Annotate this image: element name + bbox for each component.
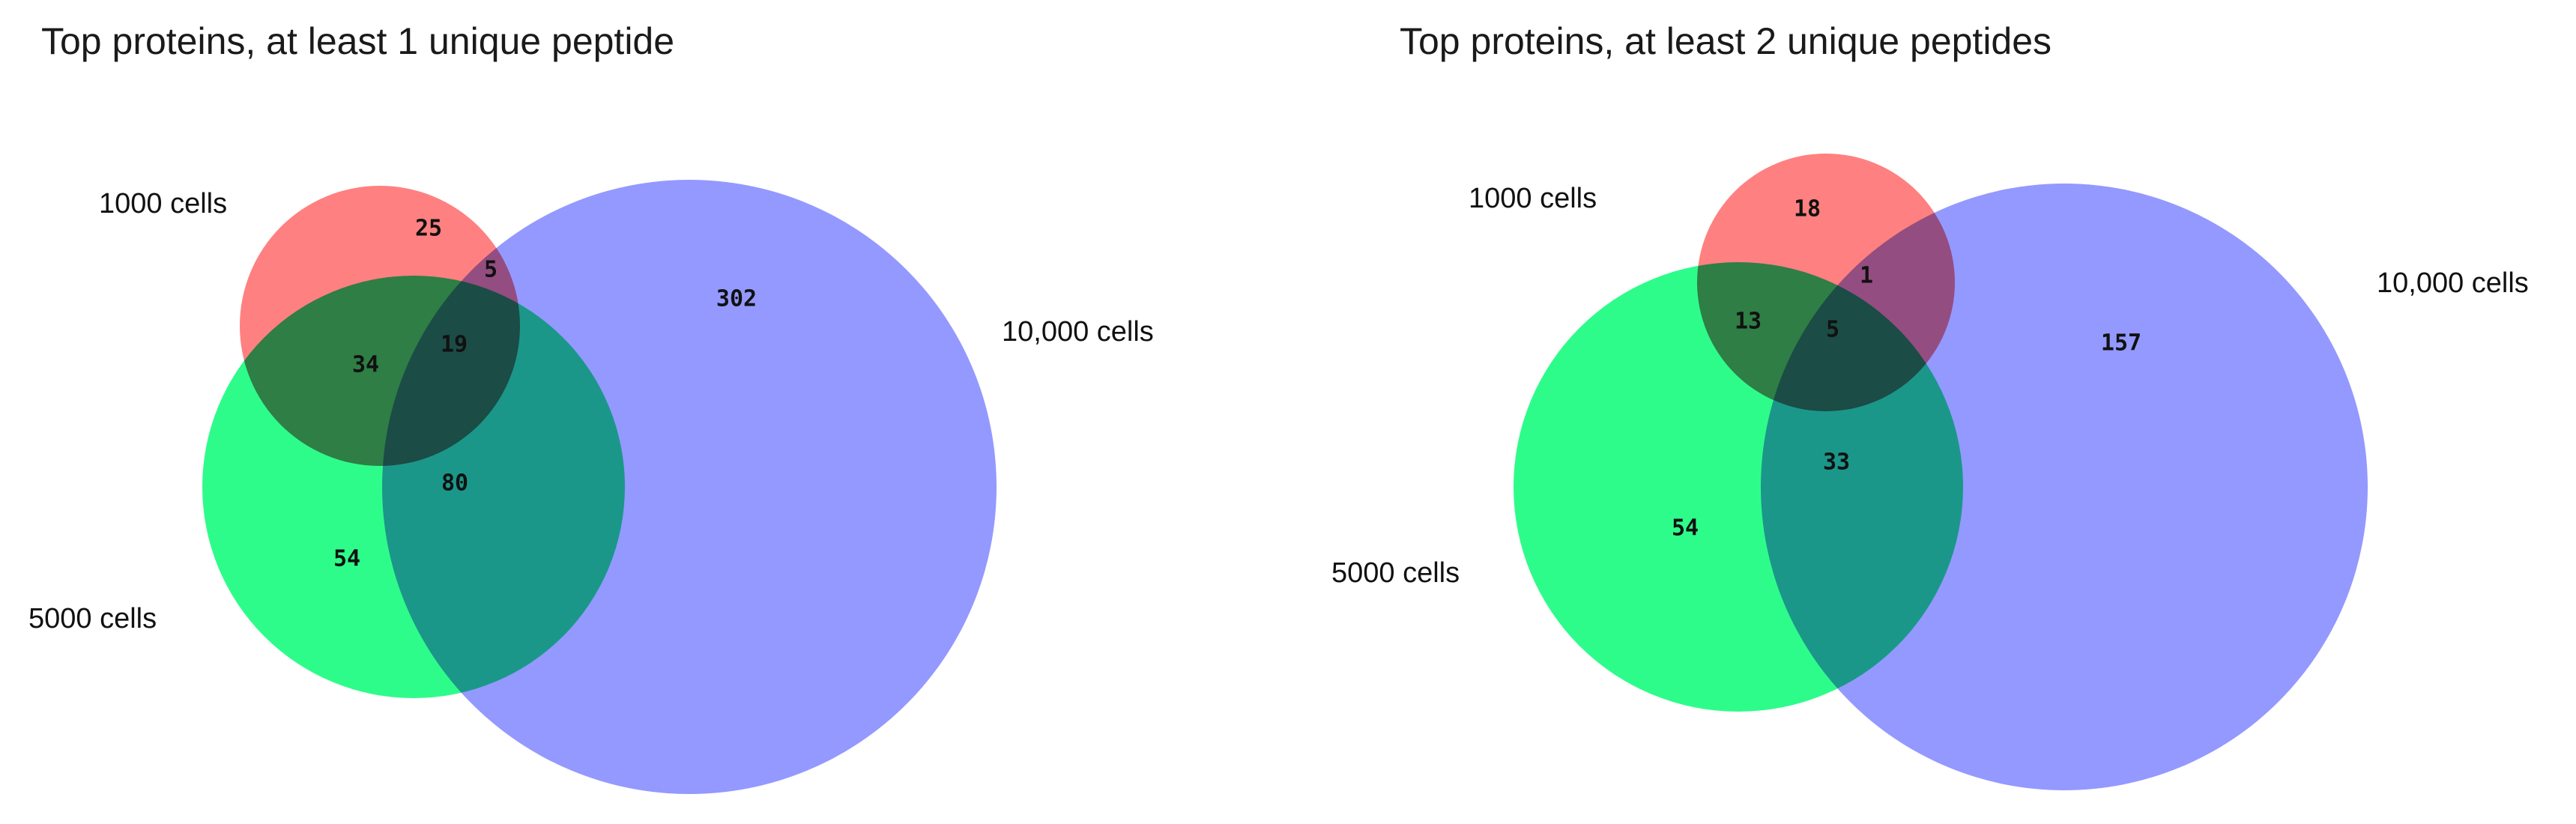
count-5000-and-10000: 33 [1823, 449, 1850, 476]
set-label-10000-cells: 10,000 cells [2377, 267, 2529, 299]
count-only-5000: 54 [1672, 515, 1699, 542]
count-5000-and-10000: 80 [441, 470, 468, 497]
venn-panel-left: Top proteins, at least 1 unique peptide … [28, 20, 1154, 794]
set-label-5000-cells: 5000 cells [1331, 557, 1460, 589]
set-label-10000-cells: 10,000 cells [1002, 316, 1154, 348]
count-all-three: 5 [1826, 317, 1839, 343]
panel-title: Top proteins, at least 1 unique peptide [41, 20, 674, 62]
panel-title: Top proteins, at least 2 unique peptides [1400, 20, 2052, 62]
count-1000-and-10000: 5 [484, 257, 498, 283]
set-label-5000-cells: 5000 cells [28, 603, 157, 634]
count-only-10000: 302 [716, 286, 757, 312]
count-1000-and-10000: 1 [1860, 263, 1873, 289]
count-all-three: 19 [441, 332, 468, 358]
count-only-5000: 54 [333, 546, 360, 572]
set-label-1000-cells: 1000 cells [99, 188, 227, 219]
venn-panel-right: Top proteins, at least 2 unique peptides… [1331, 20, 2529, 790]
count-only-1000: 18 [1794, 196, 1821, 222]
count-only-1000: 25 [415, 216, 442, 242]
set-label-1000-cells: 1000 cells [1469, 183, 1597, 214]
count-1000-and-5000: 13 [1735, 309, 1762, 335]
set-circle-1000-cells [240, 186, 520, 466]
set-circle-1000-cells [1697, 154, 1955, 411]
count-only-10000: 157 [2101, 330, 2141, 357]
count-1000-and-5000: 34 [352, 352, 379, 378]
